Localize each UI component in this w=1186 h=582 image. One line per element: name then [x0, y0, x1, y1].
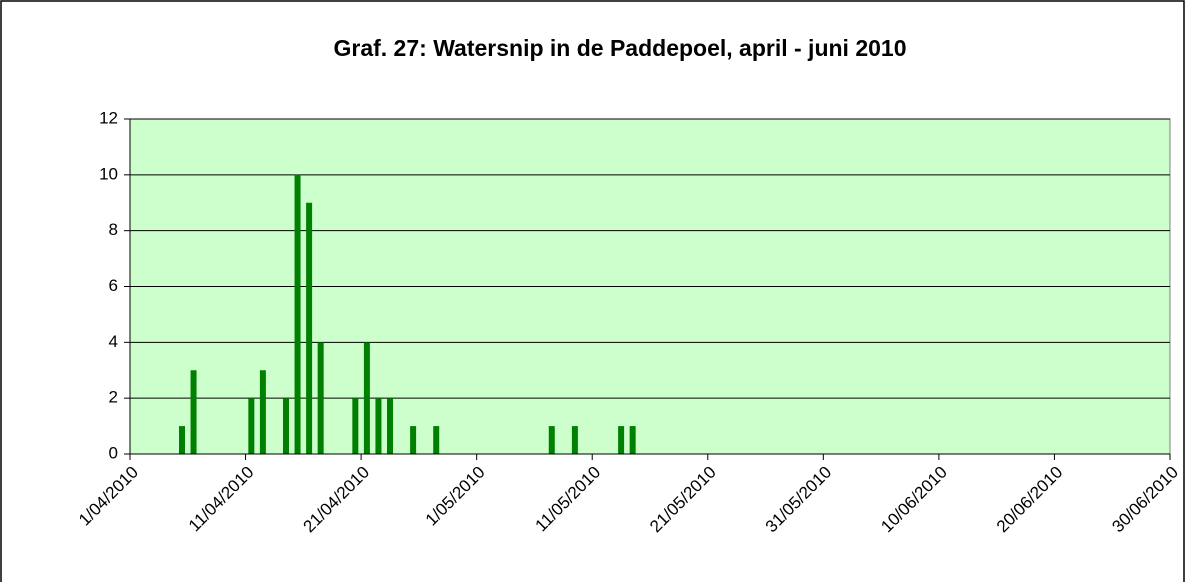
- y-tick-label: 12: [99, 108, 118, 127]
- y-tick-label: 2: [109, 388, 118, 407]
- bar: [548, 426, 555, 454]
- bar: [248, 398, 255, 454]
- bar: [190, 370, 197, 454]
- y-tick-label: 10: [99, 164, 118, 183]
- bar: [618, 426, 625, 454]
- chart-title: Graf. 27: Watersnip in de Paddepoel, apr…: [333, 35, 906, 61]
- bar: [387, 398, 393, 454]
- bar: [306, 202, 313, 454]
- bar: [375, 398, 382, 454]
- y-tick-label: 4: [109, 332, 118, 351]
- bar: [179, 426, 185, 454]
- bar: [259, 370, 266, 454]
- bar: [294, 174, 301, 455]
- y-tick-label: 8: [109, 220, 118, 239]
- bar: [283, 398, 289, 454]
- y-tick-label: 6: [109, 276, 118, 295]
- bar: [352, 398, 359, 454]
- bar: [363, 342, 370, 454]
- bar: [571, 426, 578, 454]
- bar: [317, 342, 324, 454]
- y-tick-label: 0: [109, 443, 118, 462]
- bar: [629, 426, 636, 454]
- bar: [433, 426, 440, 454]
- bar: [410, 426, 417, 454]
